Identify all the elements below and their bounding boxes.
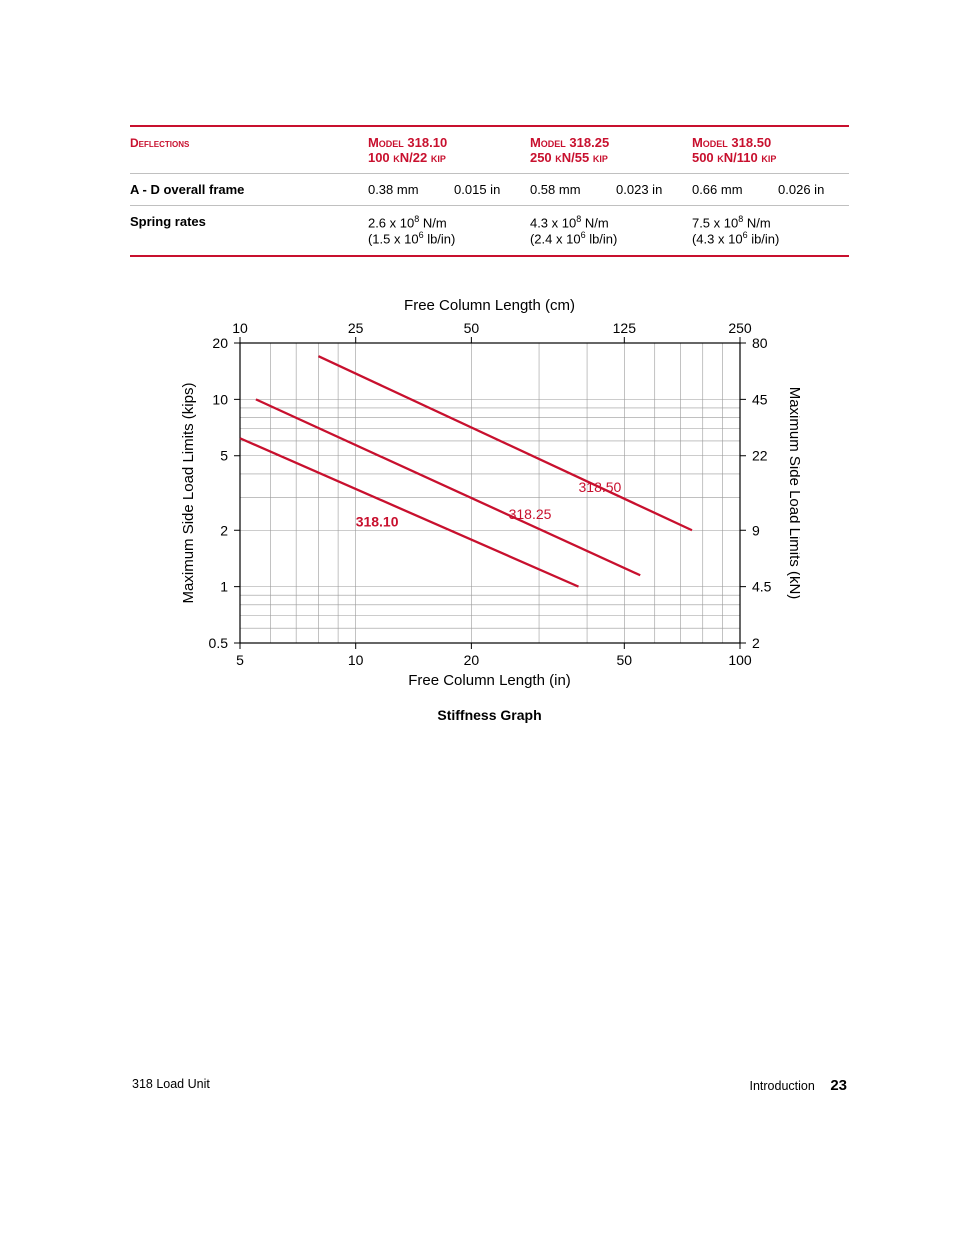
svg-text:10: 10 <box>232 320 248 336</box>
deflections-table: Deflections Model 318.10 100 kN/22 kip M… <box>130 125 849 257</box>
footer-right: Introduction <box>750 1079 815 1093</box>
svg-text:22: 22 <box>752 447 768 463</box>
table-row: A - D overall frame 0.38 mm 0.015 in 0.5… <box>130 174 849 206</box>
svg-text:318.10: 318.10 <box>355 513 398 529</box>
svg-text:9: 9 <box>752 522 760 538</box>
svg-text:4.5: 4.5 <box>752 578 772 594</box>
table-row: Spring rates 2.6 x 108 N/m (1.5 x 106 lb… <box>130 206 849 256</box>
svg-text:50: 50 <box>616 652 632 668</box>
svg-text:318.25: 318.25 <box>508 506 551 522</box>
svg-text:10: 10 <box>347 652 363 668</box>
row-label-1: Spring rates <box>130 206 368 256</box>
svg-text:5: 5 <box>236 652 244 668</box>
page-footer: 318 Load Unit Introduction 23 <box>130 1077 849 1094</box>
svg-text:125: 125 <box>612 320 636 336</box>
svg-text:Maximum Side Load Limits (kips: Maximum Side Load Limits (kips) <box>180 382 197 603</box>
svg-text:50: 50 <box>463 320 479 336</box>
model-header-1-name: Model 318.25 <box>530 135 609 150</box>
cell: 2.6 x 108 N/m (1.5 x 106 lb/in) <box>368 206 530 256</box>
svg-text:318.50: 318.50 <box>578 479 621 495</box>
cell: 7.5 x 108 N/m (4.3 x 106 ib/in) <box>692 206 849 256</box>
chart-caption: Stiffness Graph <box>130 707 849 723</box>
model-header-0-name: Model 318.10 <box>368 135 447 150</box>
page-number: 23 <box>830 1077 847 1094</box>
svg-text:45: 45 <box>752 391 768 407</box>
model-header-2-sub: 500 kN/110 kip <box>692 150 776 165</box>
svg-text:0.5: 0.5 <box>208 635 228 651</box>
svg-text:10: 10 <box>212 391 228 407</box>
model-header-1-sub: 250 kN/55 kip <box>530 150 608 165</box>
svg-text:5: 5 <box>220 447 228 463</box>
svg-text:100: 100 <box>728 652 752 668</box>
cell: 0.38 mm <box>368 174 454 206</box>
stiffness-chart: Free Column Length (cm) 5102050100102550… <box>130 297 849 717</box>
svg-text:25: 25 <box>347 320 363 336</box>
chart-title-top: Free Column Length (cm) <box>130 297 849 314</box>
cell: 0.58 mm <box>530 174 616 206</box>
svg-text:80: 80 <box>752 335 768 351</box>
cell: 0.015 in <box>454 174 530 206</box>
svg-text:Maximum Side Load Limits (kN): Maximum Side Load Limits (kN) <box>786 386 800 599</box>
chart-title-bottom: Free Column Length (in) <box>130 672 849 689</box>
cell: 0.66 mm <box>692 174 778 206</box>
svg-text:2: 2 <box>752 635 760 651</box>
model-header-2-name: Model 318.50 <box>692 135 771 150</box>
svg-text:20: 20 <box>463 652 479 668</box>
table-col-header: Deflections <box>130 136 189 150</box>
footer-left: 318 Load Unit <box>132 1077 210 1094</box>
svg-text:20: 20 <box>212 335 228 351</box>
cell: 0.026 in <box>778 174 849 206</box>
cell: 0.023 in <box>616 174 692 206</box>
chart-svg: 51020501001025501252500.5125102024.59224… <box>180 318 800 668</box>
cell: 4.3 x 108 N/m (2.4 x 106 lb/in) <box>530 206 692 256</box>
model-header-0-sub: 100 kN/22 kip <box>368 150 446 165</box>
svg-text:250: 250 <box>728 320 752 336</box>
svg-text:2: 2 <box>220 522 228 538</box>
row-label-0: A - D overall frame <box>130 174 368 206</box>
svg-text:1: 1 <box>220 578 228 594</box>
